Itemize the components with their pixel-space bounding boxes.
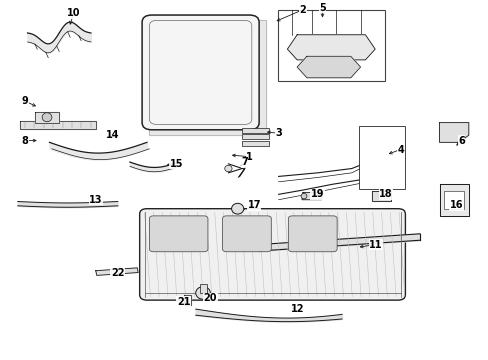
Text: 7: 7 [241, 157, 247, 167]
Polygon shape [96, 268, 138, 275]
Polygon shape [287, 35, 374, 60]
Text: 2: 2 [299, 5, 306, 15]
Text: 19: 19 [310, 189, 324, 199]
Text: 10: 10 [67, 8, 81, 18]
Text: 13: 13 [89, 195, 102, 205]
Text: 3: 3 [275, 129, 282, 138]
Text: 12: 12 [291, 304, 304, 314]
Bar [358, 126, 405, 189]
Polygon shape [183, 295, 190, 305]
Ellipse shape [195, 287, 210, 299]
Bar [242, 134, 268, 139]
Text: 5: 5 [319, 3, 325, 13]
Text: 15: 15 [169, 159, 183, 169]
Text: 8: 8 [21, 136, 28, 145]
Text: 21: 21 [177, 297, 190, 307]
Text: 11: 11 [368, 239, 382, 249]
Polygon shape [149, 21, 266, 135]
Polygon shape [371, 191, 390, 201]
Text: 4: 4 [396, 144, 403, 154]
Bar [277, 10, 384, 81]
Polygon shape [35, 112, 59, 123]
Text: 6: 6 [457, 136, 464, 145]
Ellipse shape [231, 203, 244, 214]
Bar [242, 128, 268, 133]
Text: 17: 17 [247, 200, 261, 210]
Text: 16: 16 [449, 200, 463, 210]
FancyBboxPatch shape [140, 209, 405, 300]
Bar [444, 191, 463, 209]
Text: 14: 14 [106, 130, 120, 140]
Polygon shape [20, 121, 96, 129]
Polygon shape [439, 184, 468, 216]
FancyBboxPatch shape [142, 15, 259, 130]
FancyBboxPatch shape [222, 216, 271, 252]
Text: 20: 20 [203, 293, 217, 303]
Polygon shape [439, 123, 468, 142]
Ellipse shape [301, 193, 306, 199]
Text: 22: 22 [111, 268, 124, 278]
FancyBboxPatch shape [149, 216, 207, 252]
FancyBboxPatch shape [288, 216, 336, 252]
Bar [199, 284, 206, 293]
Polygon shape [302, 193, 322, 200]
Polygon shape [297, 56, 360, 78]
Text: 9: 9 [21, 96, 28, 106]
Text: 1: 1 [245, 152, 252, 162]
Text: 18: 18 [378, 189, 392, 199]
Ellipse shape [42, 113, 52, 122]
Ellipse shape [224, 165, 232, 172]
Bar [242, 141, 268, 145]
